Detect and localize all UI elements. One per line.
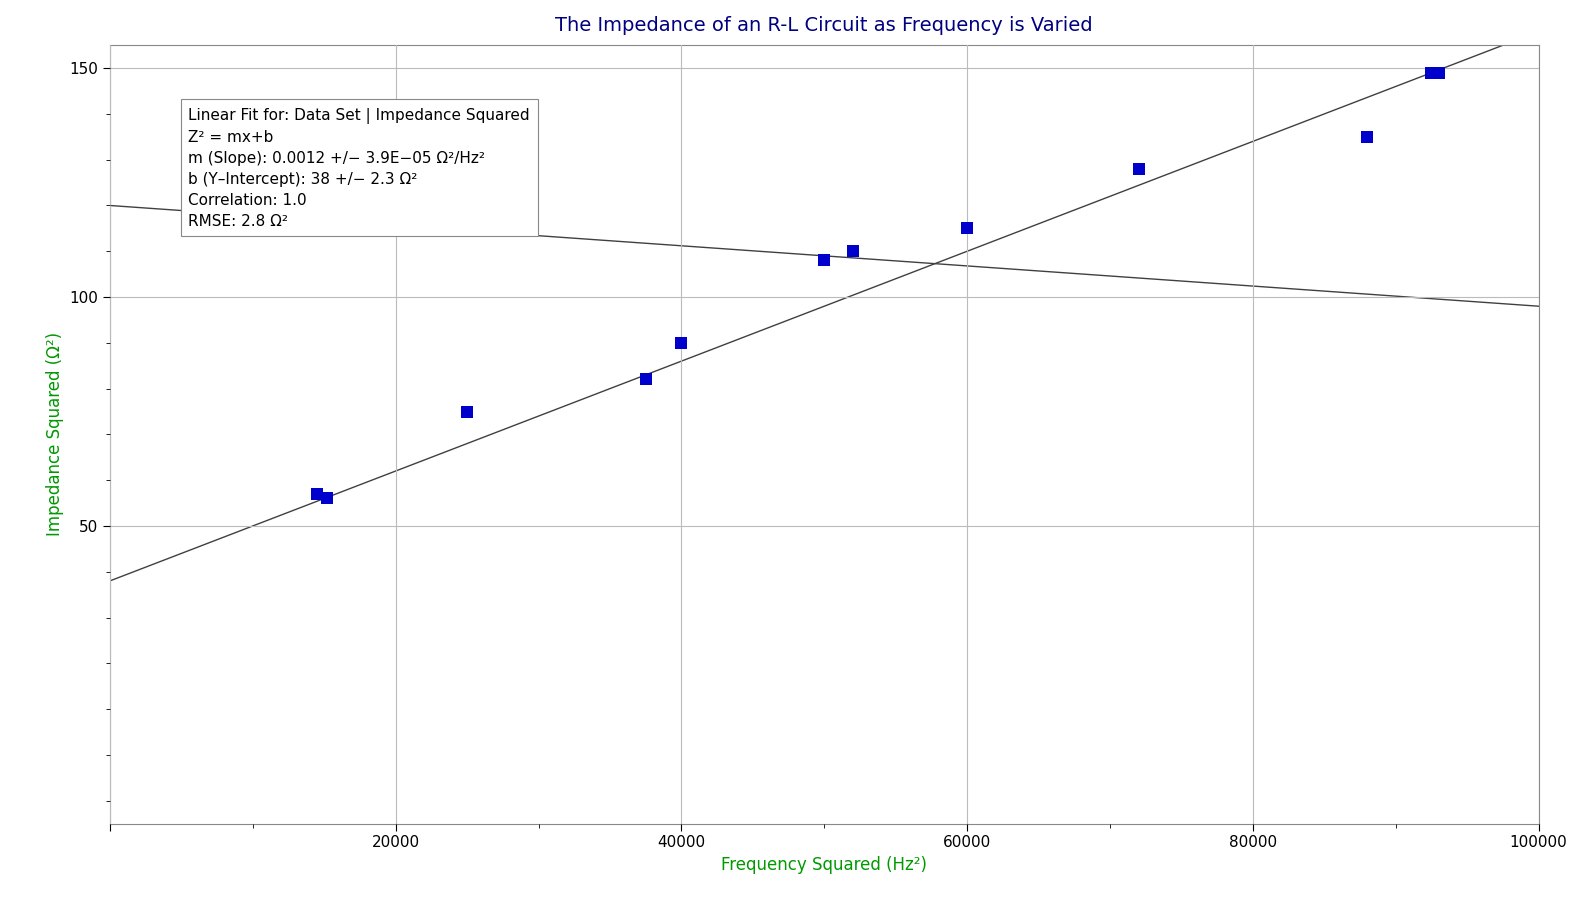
Point [633,372,658,386]
Point [1355,129,1380,144]
Point [305,487,330,501]
Point [955,221,980,235]
Title: The Impedance of an R-L Circuit as Frequency is Varied: The Impedance of an R-L Circuit as Frequ… [556,16,1093,35]
Y-axis label: Impedance Squared (Ω²): Impedance Squared (Ω²) [46,332,64,537]
Point [1419,65,1444,80]
Point [812,253,837,268]
Text: Linear Fit for: Data Set | Impedance Squared
Z² = mx+b
m (Slope): 0.0012 +/− 3.9: Linear Fit for: Data Set | Impedance Squ… [188,108,531,229]
Point [669,336,694,350]
Point [1426,65,1451,80]
Point [1126,162,1151,176]
Point [840,244,865,259]
X-axis label: Frequency Squared (Hz²): Frequency Squared (Hz²) [721,856,928,874]
Point [455,405,480,419]
Point [314,491,339,506]
